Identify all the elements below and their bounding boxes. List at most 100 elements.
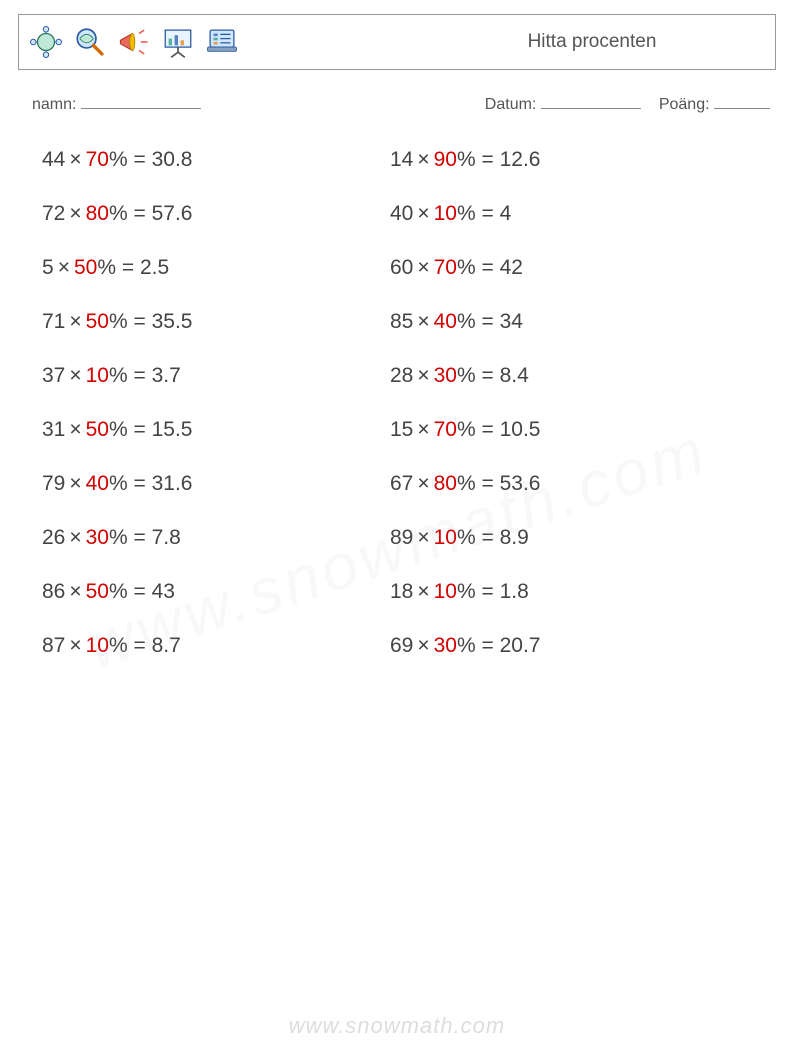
answer-value: 2.5 xyxy=(140,256,169,279)
answer-value: 1.8 xyxy=(500,580,529,603)
equals-symbol: = xyxy=(128,580,152,603)
multiply-symbol: × xyxy=(413,634,433,657)
equals-symbol: = xyxy=(476,634,500,657)
equals-symbol: = xyxy=(116,256,140,279)
date-blank[interactable] xyxy=(541,92,641,109)
operand-a: 71 xyxy=(42,310,65,333)
operand-a: 28 xyxy=(390,364,413,387)
multiply-symbol: × xyxy=(65,310,85,333)
equals-symbol: = xyxy=(128,148,152,171)
answer-value: 35.5 xyxy=(152,310,193,333)
answer-value: 10.5 xyxy=(500,418,541,441)
equals-symbol: = xyxy=(476,148,500,171)
problem-cell: 31×50% = 15.5 xyxy=(42,418,390,442)
problem-grid: 44×70% = 30.814×90% = 12.672×80% = 57.64… xyxy=(42,148,776,658)
equals-symbol: = xyxy=(128,526,152,549)
multiply-symbol: × xyxy=(413,580,433,603)
answer-value: 20.7 xyxy=(500,634,541,657)
answer-value: 12.6 xyxy=(500,148,541,171)
percent-symbol: % xyxy=(457,472,476,495)
operand-a: 31 xyxy=(42,418,65,441)
multiply-symbol: × xyxy=(413,526,433,549)
multiply-symbol: × xyxy=(413,202,433,225)
answer-value: 8.4 xyxy=(500,364,529,387)
multiply-symbol: × xyxy=(65,148,85,171)
laptop-stats-icon xyxy=(205,25,239,59)
answer-value: 3.7 xyxy=(152,364,181,387)
equals-symbol: = xyxy=(476,364,500,387)
answer-value: 15.5 xyxy=(152,418,193,441)
percent-symbol: % xyxy=(109,418,128,441)
answer-value: 30.8 xyxy=(152,148,193,171)
operand-a: 69 xyxy=(390,634,413,657)
percent-value: 70 xyxy=(434,418,457,441)
multiply-symbol: × xyxy=(65,526,85,549)
operand-a: 37 xyxy=(42,364,65,387)
score-blank[interactable] xyxy=(714,92,770,109)
percent-value: 10 xyxy=(86,634,109,657)
multiply-symbol: × xyxy=(413,148,433,171)
operand-a: 15 xyxy=(390,418,413,441)
percent-symbol: % xyxy=(457,310,476,333)
operand-a: 14 xyxy=(390,148,413,171)
operand-a: 60 xyxy=(390,256,413,279)
problem-cell: 28×30% = 8.4 xyxy=(390,364,738,388)
globe-network-icon xyxy=(29,25,63,59)
equals-symbol: = xyxy=(476,526,500,549)
operand-a: 44 xyxy=(42,148,65,171)
date-label: Datum: xyxy=(485,96,537,113)
problem-cell: 72×80% = 57.6 xyxy=(42,202,390,226)
percent-symbol: % xyxy=(457,580,476,603)
answer-value: 42 xyxy=(500,256,523,279)
answer-value: 7.8 xyxy=(152,526,181,549)
problem-cell: 40×10% = 4 xyxy=(390,202,738,226)
operand-a: 5 xyxy=(42,256,54,279)
percent-value: 30 xyxy=(434,634,457,657)
multiply-symbol: × xyxy=(413,364,433,387)
equals-symbol: = xyxy=(128,202,152,225)
multiply-symbol: × xyxy=(413,310,433,333)
equals-symbol: = xyxy=(476,202,500,225)
score-label: Poäng: xyxy=(659,96,710,113)
percent-symbol: % xyxy=(109,526,128,549)
equals-symbol: = xyxy=(476,256,500,279)
problem-cell: 5×50% = 2.5 xyxy=(42,256,390,280)
equals-symbol: = xyxy=(128,472,152,495)
percent-symbol: % xyxy=(109,202,128,225)
multiply-symbol: × xyxy=(65,202,85,225)
problem-cell: 26×30% = 7.8 xyxy=(42,526,390,550)
multiply-symbol: × xyxy=(413,418,433,441)
meta-date: Datum: xyxy=(485,92,641,114)
operand-a: 40 xyxy=(390,202,413,225)
answer-value: 53.6 xyxy=(500,472,541,495)
answer-value: 34 xyxy=(500,310,523,333)
percent-symbol: % xyxy=(457,634,476,657)
answer-value: 4 xyxy=(500,202,512,225)
percent-value: 40 xyxy=(86,472,109,495)
percent-value: 40 xyxy=(434,310,457,333)
answer-value: 31.6 xyxy=(152,472,193,495)
meta-name: namn: xyxy=(32,92,485,114)
name-blank[interactable] xyxy=(81,92,201,109)
percent-symbol: % xyxy=(109,634,128,657)
multiply-symbol: × xyxy=(413,472,433,495)
worksheet-page: Hitta procenten namn: Datum: Poäng: 44×7… xyxy=(0,0,794,1053)
meta-score: Poäng: xyxy=(659,92,770,114)
multiply-symbol: × xyxy=(54,256,74,279)
percent-value: 10 xyxy=(434,526,457,549)
percent-symbol: % xyxy=(457,526,476,549)
problem-cell: 44×70% = 30.8 xyxy=(42,148,390,172)
equals-symbol: = xyxy=(128,418,152,441)
operand-a: 18 xyxy=(390,580,413,603)
megaphone-icon xyxy=(117,25,151,59)
percent-symbol: % xyxy=(457,364,476,387)
percent-symbol: % xyxy=(109,310,128,333)
percent-symbol: % xyxy=(457,256,476,279)
answer-value: 8.9 xyxy=(500,526,529,549)
percent-symbol: % xyxy=(109,472,128,495)
percent-value: 70 xyxy=(434,256,457,279)
equals-symbol: = xyxy=(476,310,500,333)
problem-cell: 60×70% = 42 xyxy=(390,256,738,280)
header-icon-row xyxy=(29,25,239,59)
magnifier-globe-icon xyxy=(73,25,107,59)
